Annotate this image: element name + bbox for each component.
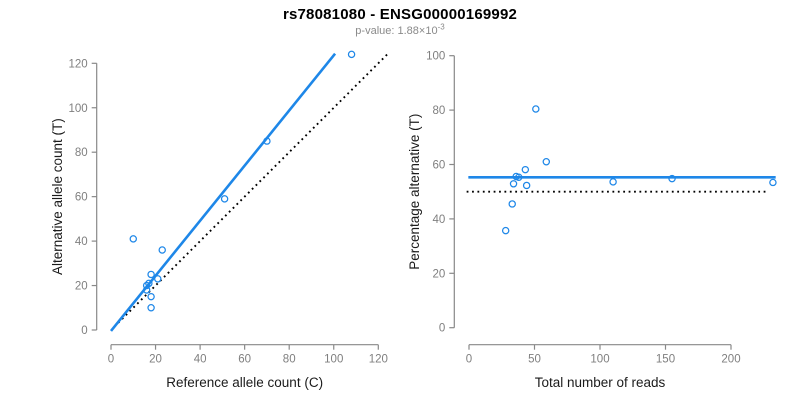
x-tick-label: 80 [283,354,296,366]
data-point [263,137,271,145]
data-point [142,281,151,290]
data-point [542,158,551,166]
x-tick-label: 40 [194,354,207,366]
data-point [521,165,530,174]
pvalue-exponent: -3 [437,22,445,32]
pvalue-text: p-value: 1.88×10 [355,25,438,37]
y-tick-label: 20 [433,268,446,280]
y-tick-label: 20 [75,281,88,293]
x-tick-label: 0 [466,354,472,366]
x-tick-label: 50 [528,354,541,366]
data-point [154,275,162,283]
data-point [508,200,516,208]
data-point [147,304,155,312]
y-axis-title: Alternative allele count (T) [50,118,65,275]
y-tick-label: 60 [75,192,88,204]
data-point [147,292,155,301]
x-tick-label: 120 [369,354,388,366]
data-point [220,195,229,203]
y-tick-label: 100 [426,51,445,63]
x-tick-label: 100 [324,354,343,366]
x-tick-label: 150 [656,354,675,366]
x-axis-title: Reference allele count (C) [166,375,323,390]
data-point [142,286,151,294]
y-tick-label: 120 [69,58,88,70]
identity-line [113,53,388,328]
y-tick-label: 40 [75,236,88,248]
data-point [522,181,531,190]
y-tick-label: 40 [433,214,446,226]
data-point [509,180,518,188]
y-tick-label: 0 [81,325,87,337]
allele-counts-panel: 0 20 40 60 80 100 120 0 20 40 60 80 100 120 Reference … [50,50,388,390]
y-tick-label: 80 [75,147,88,159]
percentage-alt-panel: 0 50 100 150 200 0 20 40 60 80 100 Total number of … [407,51,777,390]
x-tick-label: 20 [149,354,162,366]
data-point [129,235,137,243]
chart-title: rs78081080 - ENSG00000169992 [282,6,518,23]
y-tick-label: 80 [433,105,446,117]
data-point [609,178,617,186]
x-tick-label: 200 [721,354,740,366]
data-point [145,279,153,288]
x-axis-title: Total number of reads [535,375,666,390]
x-tick-label: 100 [590,354,609,366]
data-point [512,172,520,181]
chart-subtitle: p-value: 1.88×10-3 [0,22,800,37]
data-point [158,246,166,254]
y-tick-label: 60 [433,160,446,172]
y-axis-title: Percentage alternative (T) [407,114,422,270]
data-point [532,105,540,113]
x-tick-label: 0 [108,354,114,366]
data-point [147,270,155,279]
data-point [347,50,356,59]
data-point [769,178,777,187]
y-tick-label: 100 [69,103,88,115]
x-tick-label: 60 [238,354,251,366]
regression-line [109,52,337,332]
y-tick-label: 0 [439,323,445,335]
data-point [501,226,510,235]
data-point [668,174,676,183]
